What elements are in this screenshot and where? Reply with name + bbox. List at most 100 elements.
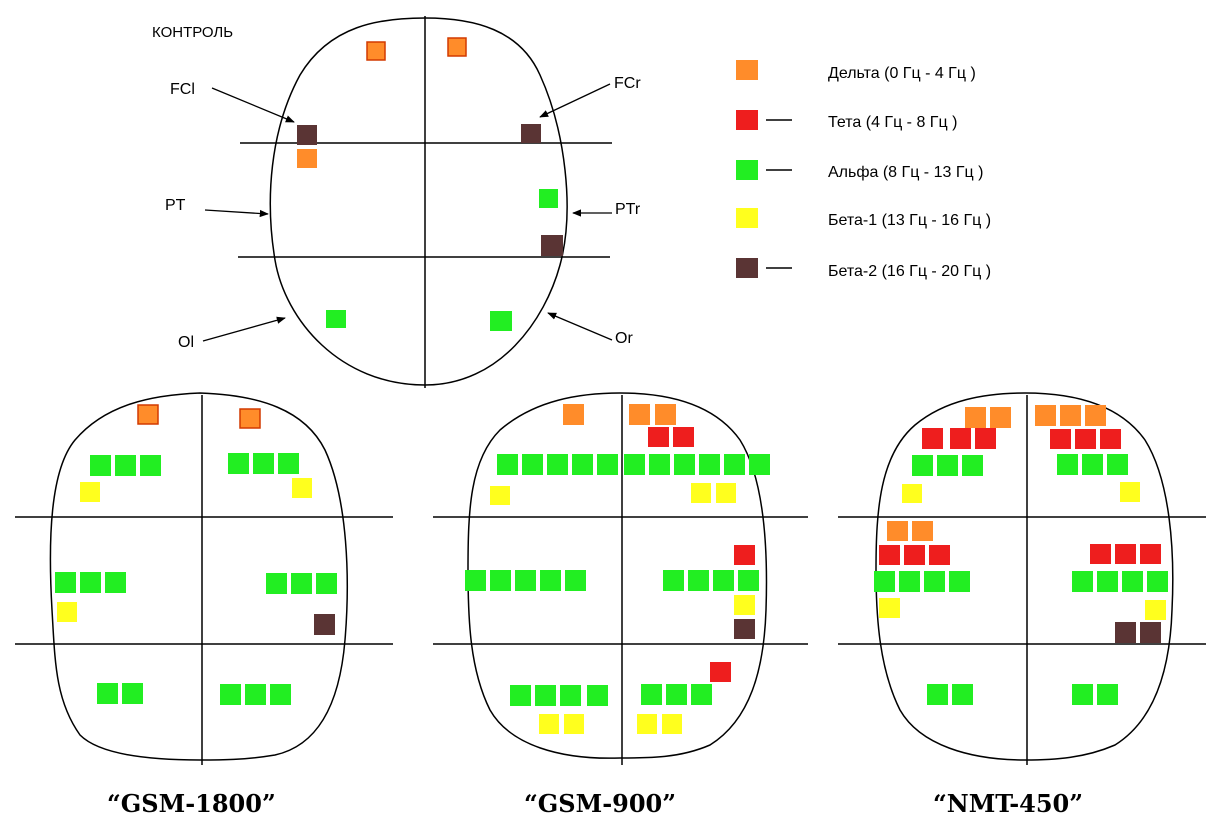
control-marker-delta: [366, 41, 386, 61]
gsm1800-marker-beta1: [292, 478, 312, 498]
gsm900-marker-beta1: [637, 714, 657, 734]
lead-label-pt: PT: [165, 197, 186, 214]
gsm900-marker-beta1: [662, 714, 682, 734]
gsm900-marker-theta: [673, 427, 694, 447]
gsm1800-marker-beta2: [314, 614, 335, 635]
arrow-pt: [204, 209, 269, 218]
gsm1800-marker-alpha: [291, 573, 312, 594]
nmt450-marker-theta: [1115, 544, 1136, 564]
gsm1800-marker-alpha: [80, 572, 101, 593]
gsm900-brain: “GSM-900”: [433, 392, 808, 818]
gsm900-marker-alpha: [688, 570, 709, 591]
nmt450-marker-alpha: [1072, 571, 1093, 592]
gsm1800-marker-alpha: [97, 683, 118, 704]
nmt450-marker-theta: [1100, 429, 1121, 449]
nmt450-marker-beta1: [902, 484, 922, 503]
legend-label-delta: Дельта (0 Гц - 4 Гц ): [828, 65, 976, 82]
gsm900-marker-delta: [629, 404, 650, 425]
nmt450-marker-alpha: [912, 455, 933, 476]
arrow-or: [547, 312, 613, 341]
nmt450-marker-delta: [1035, 405, 1056, 426]
gsm900-marker-alpha: [497, 454, 518, 475]
gsm900-brain-outline: [467, 392, 768, 759]
nmt450-marker-theta: [922, 428, 943, 449]
nmt450-marker-theta: [1140, 544, 1161, 564]
nmt450-marker-beta2: [1140, 622, 1161, 643]
gsm900-marker-alpha: [597, 454, 618, 475]
legend-label-theta: Тета (4 Гц - 8 Гц ): [828, 114, 957, 131]
nmt450-marker-beta1: [879, 598, 900, 618]
gsm900-marker-alpha: [560, 685, 581, 706]
legend-label-alpha: Альфа (8 Гц - 13 Гц ): [828, 164, 983, 181]
legend-swatch-alpha: [736, 160, 758, 180]
control-title: КОНТРОЛЬ: [152, 24, 233, 41]
arrow-ol: [202, 316, 286, 342]
nmt450-marker-alpha: [949, 571, 970, 592]
gsm900-marker-alpha: [641, 684, 662, 705]
control-marker-beta2: [297, 125, 317, 145]
gsm900-marker-alpha: [587, 685, 608, 706]
nmt450-marker-theta: [1090, 544, 1111, 564]
gsm900-marker-alpha: [535, 685, 556, 706]
gsm900-marker-alpha: [490, 570, 511, 591]
gsm1800-brain-outline: [49, 392, 348, 761]
nmt450-marker-alpha: [1097, 571, 1118, 592]
gsm1800-marker-alpha: [115, 455, 136, 476]
legend-swatch-beta1: [736, 208, 758, 228]
nmt450-marker-delta: [965, 407, 986, 428]
gsm1800-marker-alpha: [278, 453, 299, 474]
gsm900-marker-theta: [648, 427, 669, 447]
control-brain-outline: [269, 17, 568, 386]
gsm900-marker-alpha: [515, 570, 536, 591]
nmt450-marker-theta: [1050, 429, 1071, 449]
nmt450-marker-beta1: [1120, 482, 1140, 502]
legend-swatch-beta2: [736, 258, 758, 278]
control-marker-alpha: [490, 311, 512, 331]
nmt450-marker-theta: [879, 545, 900, 565]
gsm900-marker-alpha: [572, 454, 593, 475]
nmt450-marker-theta: [929, 545, 950, 565]
lead-label-fcl: FCl: [170, 81, 195, 98]
gsm900-marker-alpha: [624, 454, 645, 475]
control-marker-alpha: [326, 310, 346, 328]
gsm1800-marker-alpha: [245, 684, 266, 705]
gsm900-marker-beta1: [734, 595, 755, 615]
gsm1800-brain: “GSM-1800”: [15, 392, 393, 818]
legend-swatch-theta: [736, 110, 758, 130]
nmt450-marker-theta: [950, 428, 971, 449]
gsm900-marker-alpha: [522, 454, 543, 475]
nmt450-marker-delta: [990, 407, 1011, 428]
gsm900-marker-alpha: [724, 454, 745, 475]
gsm900-marker-alpha: [666, 684, 687, 705]
gsm900-marker-alpha: [547, 454, 568, 475]
gsm900-marker-beta1: [539, 714, 559, 734]
gsm900-marker-beta2: [734, 619, 755, 639]
gsm900-marker-alpha: [674, 454, 695, 475]
gsm900-marker-alpha: [649, 454, 670, 475]
nmt450-marker-alpha: [962, 455, 983, 476]
gsm900-marker-alpha: [565, 570, 586, 591]
gsm1800-marker-alpha: [266, 573, 287, 594]
nmt450-marker-beta1: [1145, 600, 1166, 620]
nmt450-marker-alpha: [937, 455, 958, 476]
nmt450-marker-alpha: [952, 684, 973, 705]
lead-label-fcr: FCr: [614, 75, 641, 92]
nmt450-marker-delta: [1060, 405, 1081, 426]
gsm900-marker-theta: [710, 662, 731, 682]
nmt450-marker-alpha: [1057, 454, 1078, 475]
nmt450-marker-theta: [904, 545, 925, 565]
gsm900-marker-alpha: [663, 570, 684, 591]
nmt450-marker-alpha: [874, 571, 895, 592]
gsm900-marker-beta1: [490, 486, 510, 505]
gsm1800-caption: “GSM-1800”: [107, 789, 276, 818]
gsm1800-marker-alpha: [316, 573, 337, 594]
nmt450-marker-alpha: [1072, 684, 1093, 705]
nmt450-marker-delta: [887, 521, 908, 541]
gsm1800-marker-delta: [137, 404, 159, 425]
control-marker-beta2: [541, 235, 563, 256]
gsm1800-marker-alpha: [253, 453, 274, 474]
lead-label-ol: Ol: [178, 334, 194, 351]
lead-label-ptr: PTr: [615, 201, 641, 218]
gsm900-marker-alpha: [540, 570, 561, 591]
